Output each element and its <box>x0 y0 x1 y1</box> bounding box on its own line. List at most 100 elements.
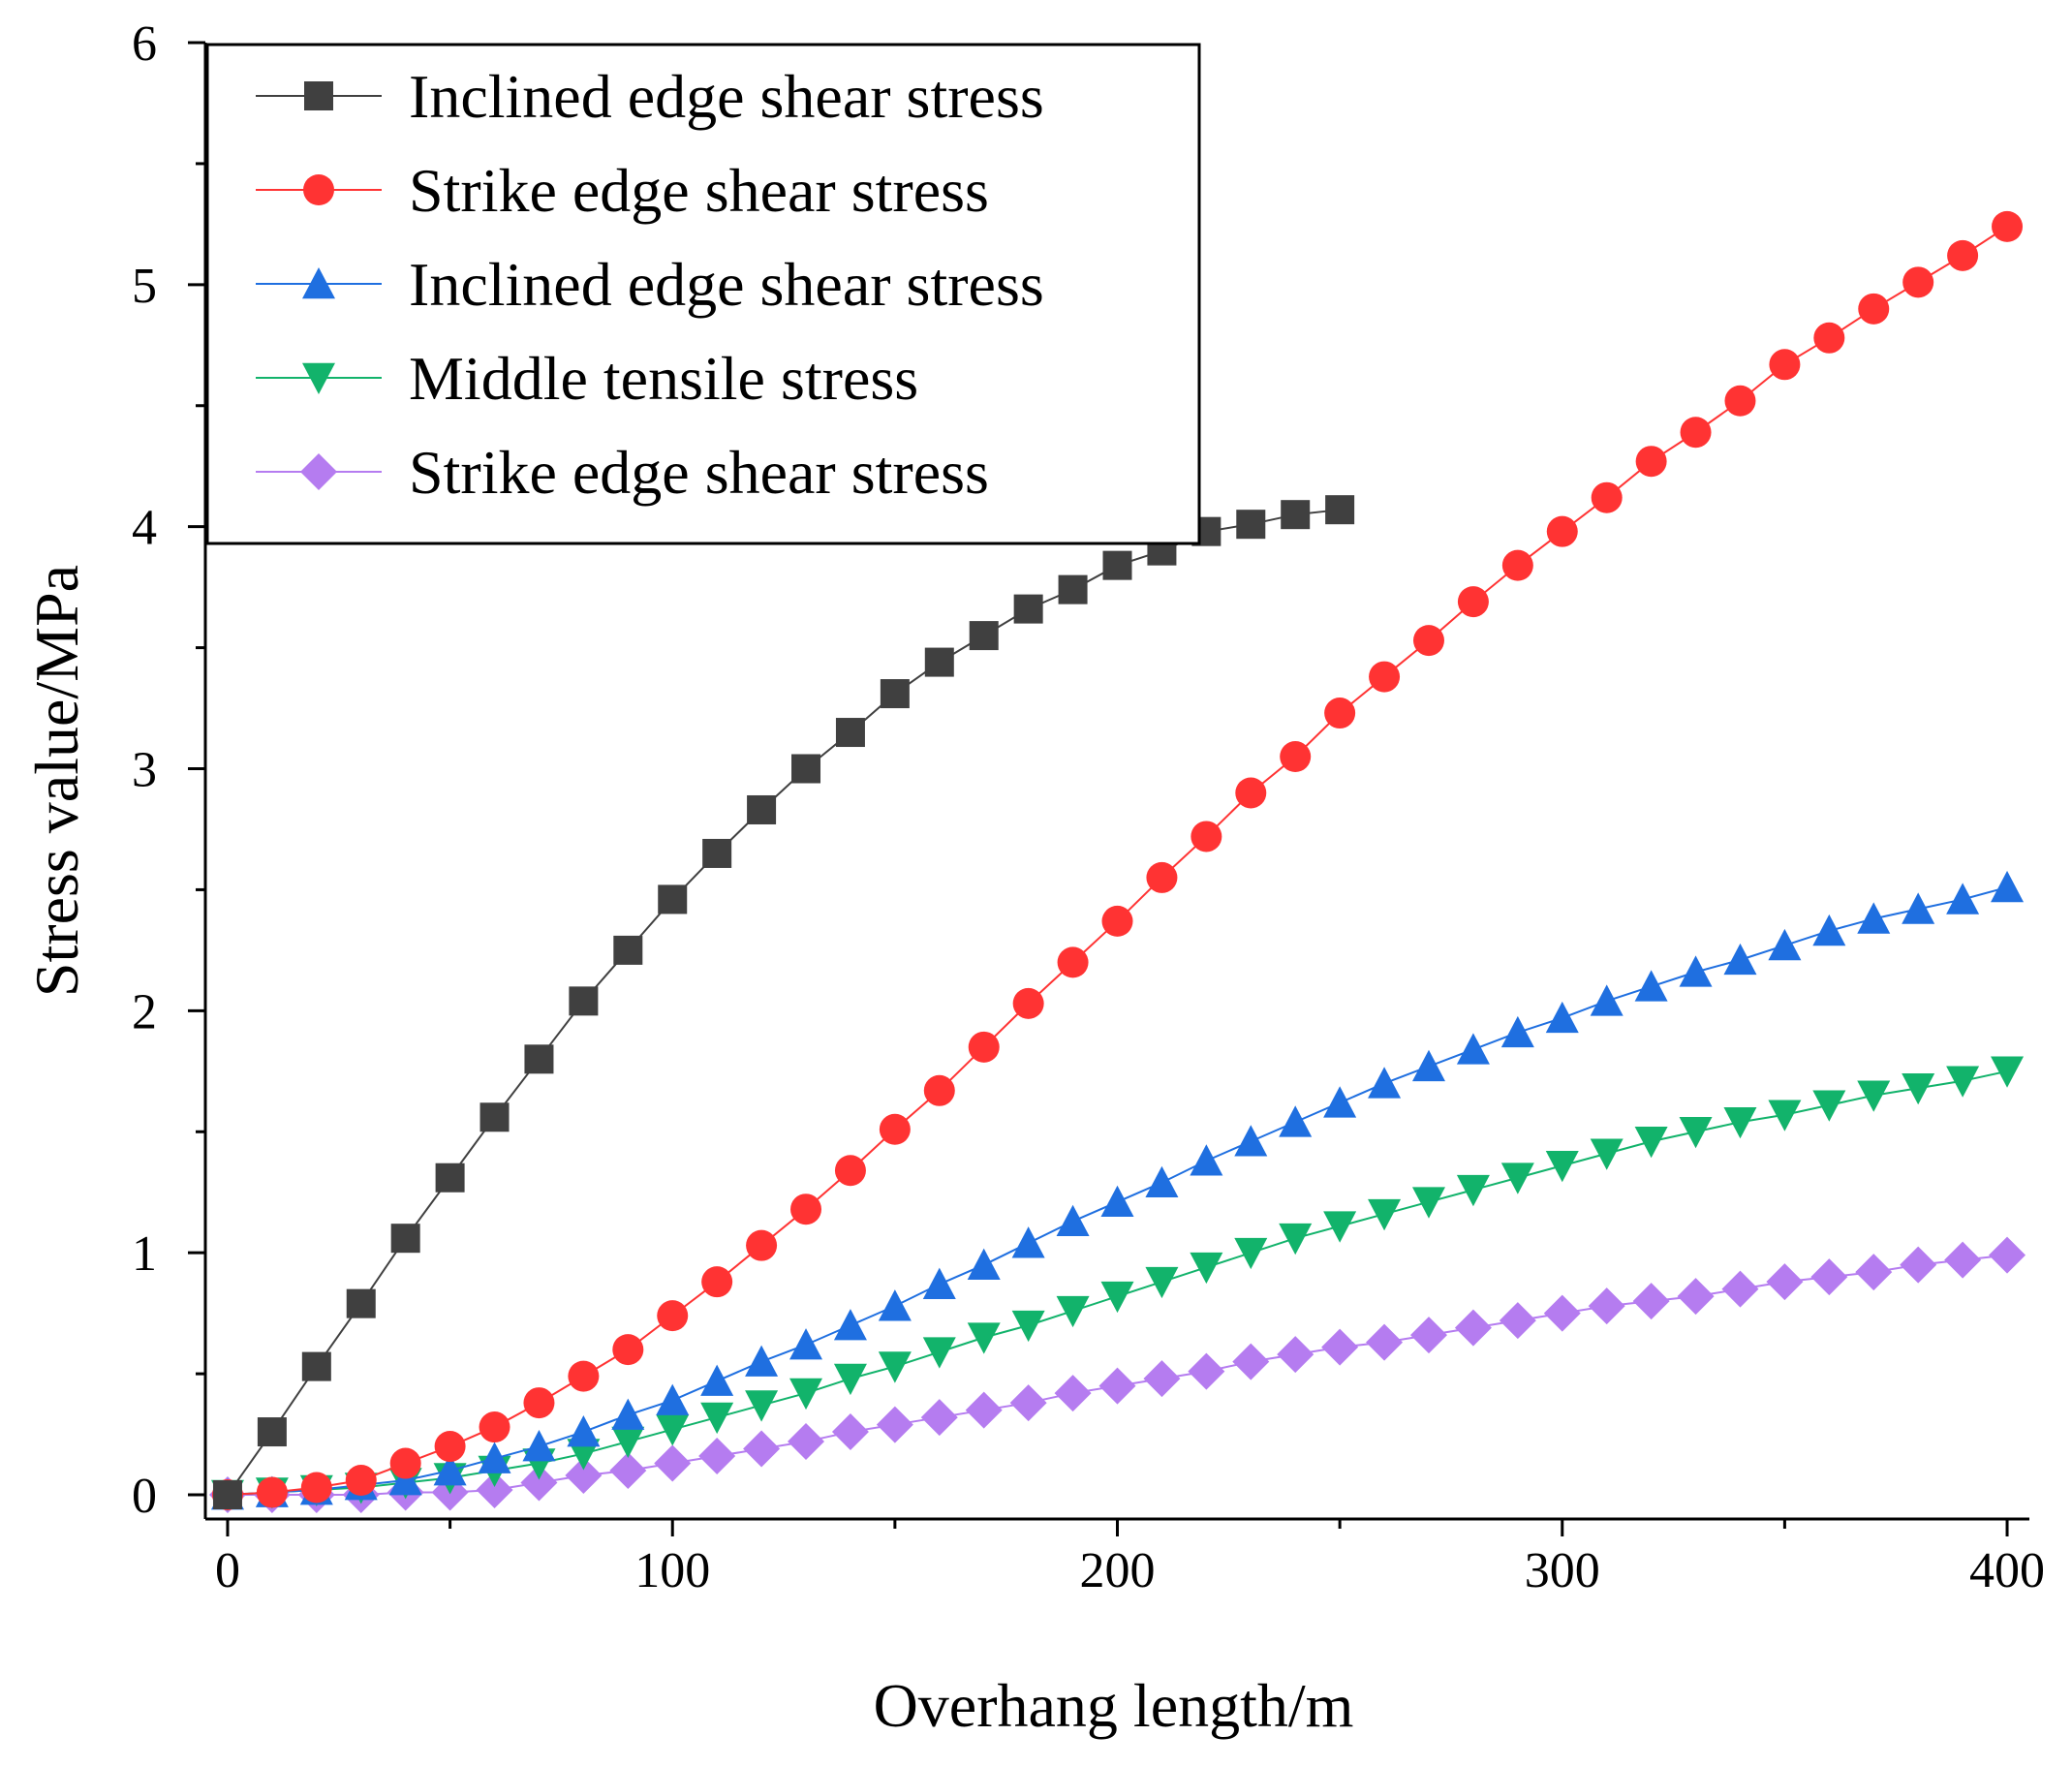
series-2-point <box>1369 661 1401 693</box>
x-axis-title: Overhang length/m <box>874 1671 1354 1740</box>
series-2-point <box>1992 210 2024 242</box>
series-5-point <box>1989 1236 2026 1274</box>
series-5-point <box>1009 1384 1047 1422</box>
series-2-point <box>1457 586 1489 618</box>
series-3-point <box>1456 1033 1490 1065</box>
series-5-point <box>1409 1317 1447 1354</box>
series-2-point <box>1146 861 1178 893</box>
series-1 <box>212 495 1355 1510</box>
series-2-point <box>746 1229 778 1261</box>
series-3-point <box>388 1464 422 1496</box>
series-4-point <box>1857 1080 1891 1112</box>
series-4-point <box>789 1378 823 1410</box>
series-2-point <box>923 1074 955 1106</box>
series-2-point <box>879 1113 911 1145</box>
series-4-point <box>878 1351 912 1383</box>
series-5-point <box>1098 1367 1136 1405</box>
series-3-point <box>833 1309 867 1341</box>
series-2-point <box>1858 293 1890 325</box>
series-5-point <box>1588 1287 1625 1325</box>
series-2-point <box>300 1472 332 1504</box>
series-5-point <box>609 1452 647 1490</box>
series-3-point <box>789 1328 823 1360</box>
series-3-point <box>478 1442 511 1473</box>
y-tick-label: 0 <box>132 1469 157 1524</box>
series-4-point <box>1100 1281 1134 1314</box>
series-2-point <box>1501 549 1533 581</box>
series-2-point <box>1724 385 1756 417</box>
legend-item-1: Inclined edge shear stress <box>256 62 1044 131</box>
series-4-point <box>1545 1150 1579 1183</box>
y-axis-title: Stress value/MPa <box>22 565 91 997</box>
series-2-point <box>434 1431 466 1463</box>
series-1-point <box>212 1480 242 1510</box>
series-4-point <box>1634 1126 1668 1159</box>
series-2-point <box>389 1447 421 1479</box>
series-2-point <box>1635 446 1667 478</box>
legend-marker <box>300 453 337 490</box>
y-tick-label: 4 <box>132 501 157 556</box>
series-5-point <box>520 1464 558 1502</box>
legend-item-4: Middle tensile stress <box>256 344 918 413</box>
series-2-point <box>1902 266 1934 298</box>
series-5-point <box>1766 1263 1804 1301</box>
series-1-point <box>924 647 954 677</box>
series-5-point <box>965 1391 1003 1429</box>
series-1-point <box>1325 495 1355 525</box>
series-1-point <box>702 838 732 868</box>
series-4-point <box>656 1414 690 1446</box>
series-1-point <box>969 621 999 651</box>
legend-box <box>205 43 1201 545</box>
series-1-point <box>257 1417 287 1447</box>
x-tick-label: 0 <box>215 1543 240 1598</box>
series-3-point <box>1723 943 1757 976</box>
series-3-point <box>1234 1125 1268 1157</box>
legend-marker <box>304 81 333 110</box>
series-2-point <box>1412 625 1444 657</box>
series-4-point <box>1145 1266 1179 1299</box>
y-tick-label: 5 <box>132 259 157 314</box>
series-5-point <box>1900 1246 1937 1284</box>
legend-item-2: Strike edge shear stress <box>256 156 989 225</box>
series-2-point <box>834 1155 866 1187</box>
series-5-point <box>1188 1352 1225 1390</box>
series-5-point <box>1944 1241 1982 1279</box>
series-4-point <box>1679 1116 1713 1149</box>
legend-marker <box>302 267 335 299</box>
series-1-point <box>1281 500 1311 530</box>
series-5-point <box>743 1430 781 1468</box>
series-3-point <box>1902 892 1935 924</box>
series-2-point <box>1191 821 1222 852</box>
series-2-point <box>701 1266 733 1298</box>
x-tick-label: 300 <box>1525 1543 1600 1598</box>
series-5-point <box>1277 1336 1314 1374</box>
series-3-point <box>1768 928 1802 961</box>
series-2-point <box>1280 741 1312 773</box>
series-1-point <box>1102 550 1132 580</box>
series-3-point <box>656 1383 690 1415</box>
series-2-point <box>1235 777 1267 809</box>
series-5-point <box>1543 1294 1581 1332</box>
series-3-point <box>967 1248 1001 1280</box>
series-1-point <box>1058 574 1088 604</box>
legend-label: Strike edge shear stress <box>409 156 989 225</box>
series-4-point <box>1056 1295 1090 1328</box>
series-4-point <box>1812 1090 1846 1122</box>
series-2-point <box>479 1411 510 1443</box>
series-2-point <box>657 1300 689 1332</box>
series-3-point <box>1679 955 1713 987</box>
series-2-point <box>1324 698 1356 729</box>
legend-item-3: Inclined edge shear stress <box>256 250 1044 319</box>
series-3-point <box>1812 914 1846 946</box>
y-tick-label: 1 <box>132 1226 157 1282</box>
series-4-point <box>1323 1211 1357 1243</box>
series-5-point <box>1366 1323 1404 1361</box>
series-2-point <box>968 1031 1000 1063</box>
series-2-point <box>1012 987 1044 1019</box>
series-5-point <box>1810 1258 1848 1296</box>
legend: Inclined edge shear stress Strike edge sh… <box>205 43 1201 545</box>
series-3-point <box>1145 1165 1179 1198</box>
series-2-point <box>568 1360 600 1392</box>
series-2-point <box>523 1387 555 1419</box>
